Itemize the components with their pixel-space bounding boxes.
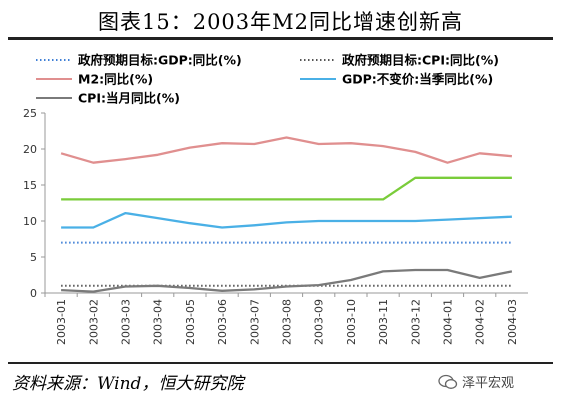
x-tick-label: 2004-02 (474, 299, 487, 345)
x-tick-label: 2003-03 (120, 299, 133, 345)
series-line-2 (60, 136, 513, 164)
x-tick-label: 2004-01 (442, 299, 455, 345)
x-tick-label: 2003-01 (55, 299, 68, 345)
x-tick-label: 2003-08 (281, 299, 294, 345)
x-tick-label: 2003-05 (184, 299, 197, 345)
chart-title: 图表15：2003年M2同比增速创新高 (97, 10, 464, 34)
series-line-5 (61, 176, 512, 201)
x-tick-label: 2003-09 (313, 299, 326, 345)
top-rule (8, 37, 553, 40)
wechat-icon (438, 374, 458, 389)
series-line-4 (61, 268, 513, 293)
series-line-3 (61, 211, 512, 229)
x-tick-label: 2003-04 (152, 299, 165, 345)
legend-label-3: GDP:不变价:当季同比(%) (342, 72, 493, 87)
watermark: 泽平宏观 (438, 372, 514, 391)
y-tick-label: 15 (23, 179, 37, 192)
legend-label-0: 政府预期目标:GDP:同比(%) (78, 53, 242, 68)
watermark-text: 泽平宏观 (462, 376, 515, 391)
y-tick-label: 25 (23, 107, 37, 120)
legend-label-4: CPI:当月同比(%) (78, 91, 180, 106)
bottom-rule (8, 362, 553, 364)
x-tick-label: 2003-06 (216, 299, 229, 345)
x-tick-label: 2003-10 (345, 299, 358, 345)
x-tick-label: 2003-11 (377, 299, 390, 345)
y-tick-label: 5 (30, 251, 37, 264)
x-tick-label: 2003-12 (409, 299, 422, 345)
legend-label-1: 政府预期目标:CPI:同比(%) (342, 53, 499, 68)
source-note: 资料来源：Wind，恒大研究院 (12, 374, 244, 394)
x-tick-label: 2004-03 (506, 299, 519, 345)
x-tick-label: 2003-07 (248, 299, 261, 345)
x-tick-label: 2003-02 (87, 299, 100, 345)
legend-label-2: M2:同比(%) (78, 72, 153, 87)
y-tick-label: 20 (23, 143, 37, 156)
y-tick-label: 10 (23, 215, 37, 228)
y-tick-label: 0 (30, 287, 37, 300)
